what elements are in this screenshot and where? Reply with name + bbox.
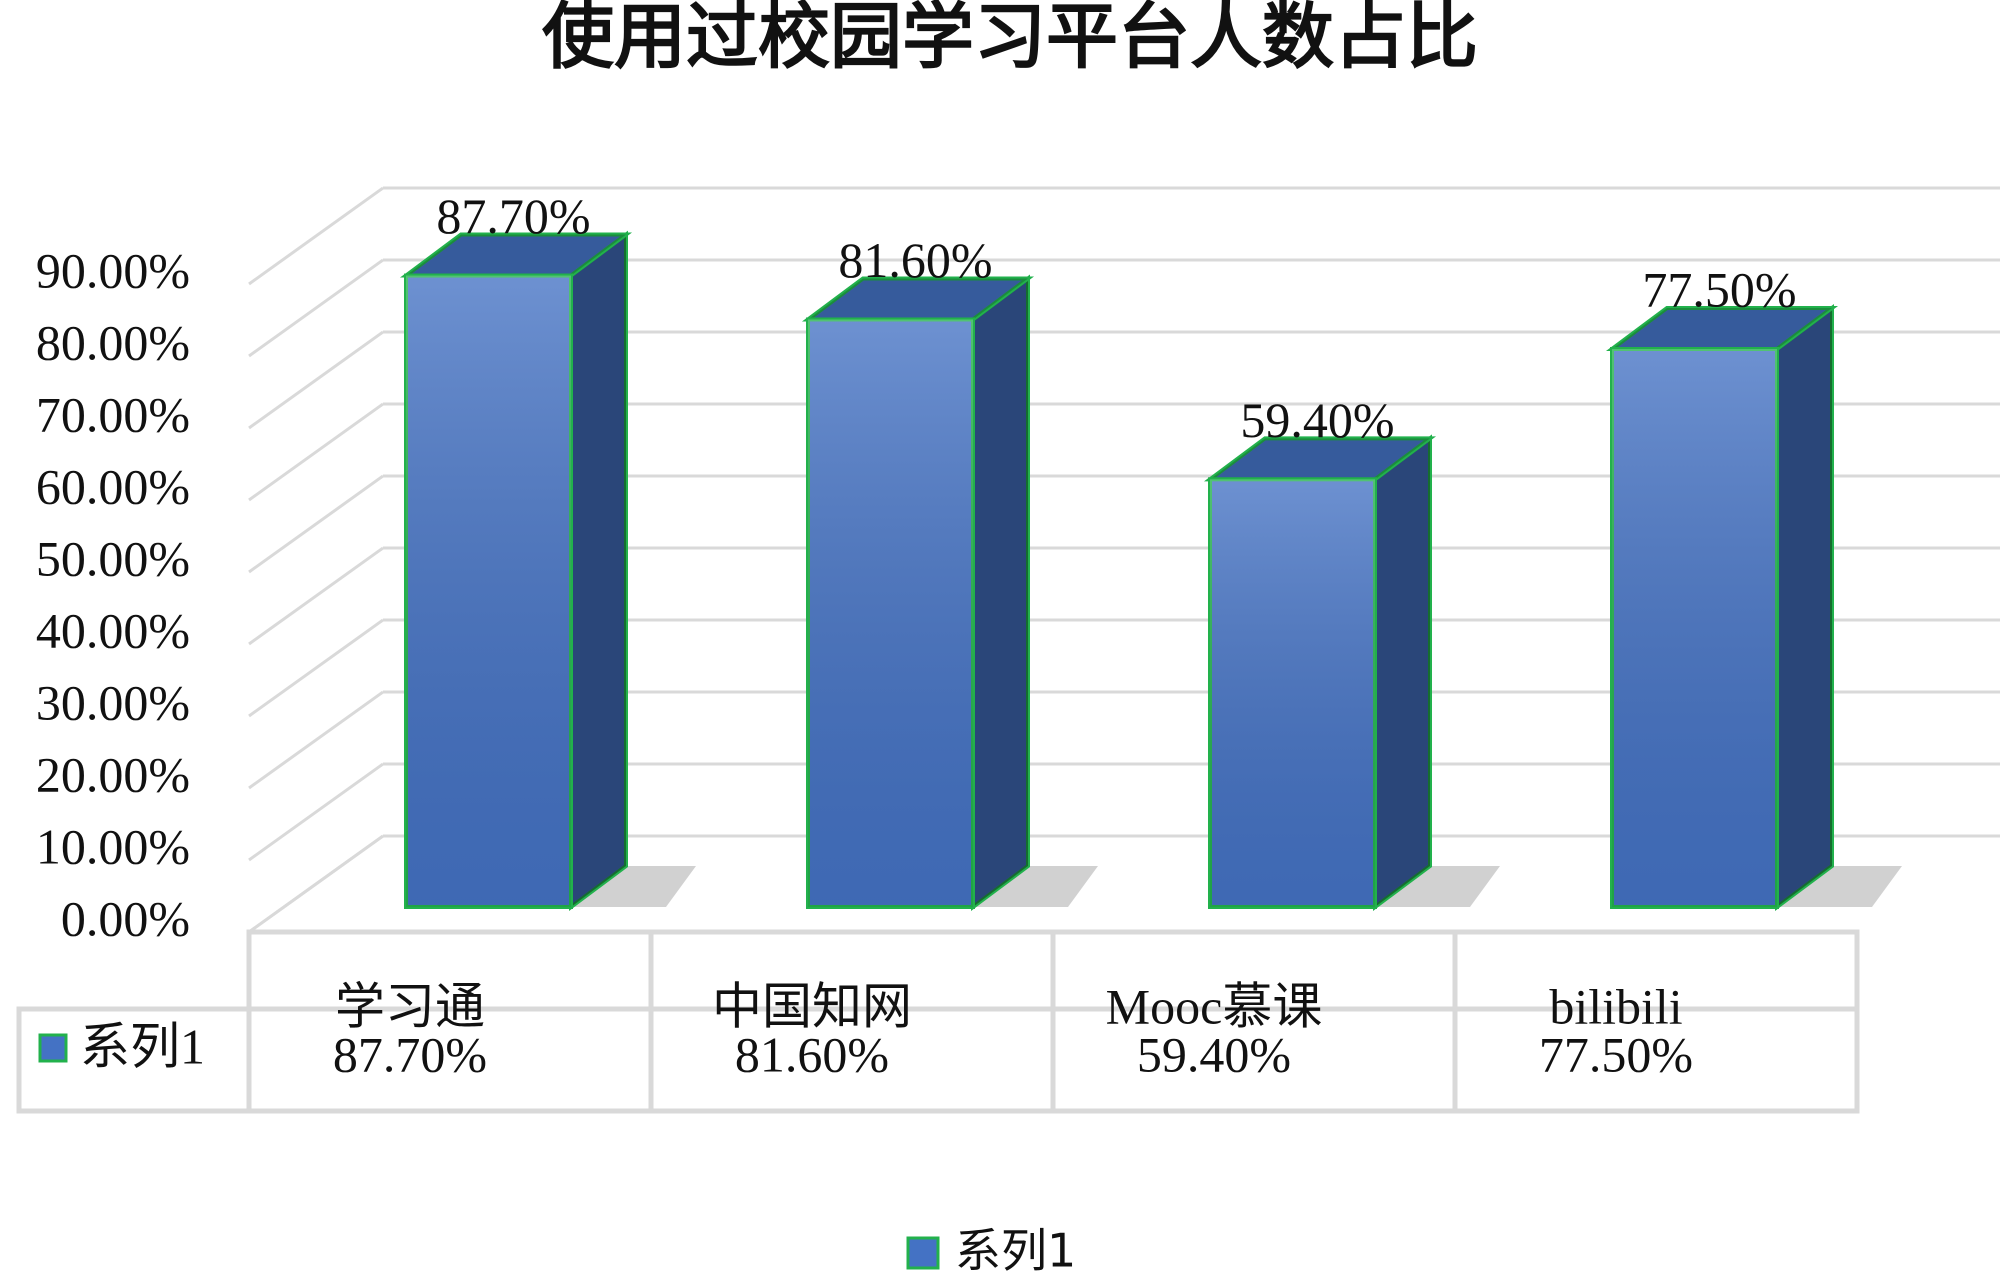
y-tick-label: 50.00% (36, 530, 190, 586)
data-label: 81.60% (838, 232, 992, 288)
y-tick-label: 70.00% (36, 386, 190, 442)
bar-gloss (1210, 479, 1375, 907)
axis-floor (248, 834, 384, 934)
table-value: 81.60% (735, 1026, 889, 1082)
table-value: 59.40% (1137, 1026, 1291, 1082)
bar-top-shade (406, 234, 626, 276)
bar-gloss (808, 319, 973, 908)
grid-line (248, 690, 384, 790)
bar-side-shade (571, 234, 626, 907)
x-tick-label: 中国知网 (712, 978, 912, 1034)
legend-key (906, 1236, 940, 1270)
y-tick-label: 20.00% (36, 746, 190, 802)
y-tick-label: 10.00% (36, 818, 190, 874)
y-tick-label: 30.00% (36, 674, 190, 730)
x-tick-label: Mooc慕课 (1106, 978, 1323, 1034)
y-tick-label: 90.00% (36, 242, 190, 298)
y-tick-label: 40.00% (36, 602, 190, 658)
x-tick-label: bilibili (1549, 978, 1682, 1034)
bar-gloss (1612, 349, 1777, 907)
bar-side-shade (1777, 308, 1832, 907)
y-tick-label: 60.00% (36, 458, 190, 514)
bar-top-shade (1210, 438, 1430, 480)
grid-line (248, 762, 384, 862)
grid-line (248, 402, 384, 502)
legend-label: 系列1 (955, 1224, 1076, 1278)
y-tick-label: 80.00% (36, 314, 190, 370)
bar-top-shade (808, 278, 1028, 320)
bar-top-shade (1612, 308, 1832, 349)
data-label: 87.70% (436, 188, 590, 244)
data-label: 59.40% (1240, 392, 1394, 448)
table-legend-key (38, 1033, 68, 1063)
bar-side-shade (973, 278, 1028, 908)
bar-gloss (406, 275, 571, 907)
table-value: 77.50% (1539, 1026, 1693, 1082)
y-tick-label: 0.00% (61, 890, 190, 946)
data-label: 77.50% (1642, 261, 1796, 317)
grid-line (248, 330, 384, 430)
table-legend-label: 系列1 (80, 1018, 205, 1074)
x-tick-label: 学习通 (335, 978, 485, 1034)
grid-line (248, 546, 384, 646)
bar-side-shade (1375, 438, 1430, 907)
grid-line (248, 258, 384, 358)
grid-line (248, 186, 384, 286)
grid-line (248, 618, 384, 718)
grid-line (248, 474, 384, 574)
table-value: 87.70% (333, 1026, 487, 1082)
chart-title: 使用过校园学习平台人数占比 (542, 0, 1478, 79)
